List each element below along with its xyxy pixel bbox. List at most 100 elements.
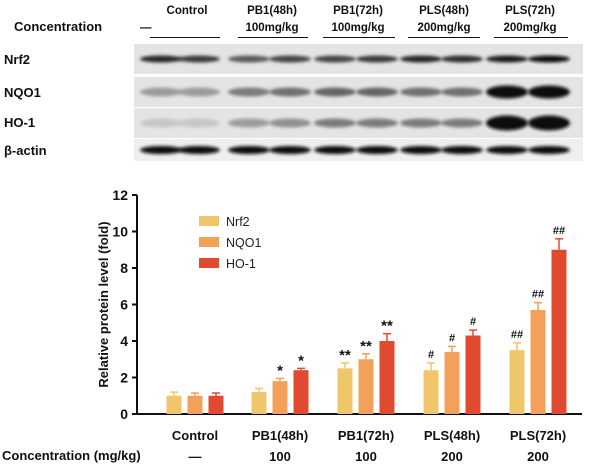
blot-band [441, 87, 483, 97]
blot-band [486, 85, 528, 99]
bar-nrf2 [251, 392, 267, 414]
blot-band [400, 87, 442, 97]
significance-label: # [449, 332, 455, 344]
bar-nqo1 [187, 395, 203, 414]
blot-band [228, 55, 270, 63]
significance-label: ** [360, 338, 372, 355]
blot-band [528, 55, 570, 63]
blot-group-underline [494, 37, 568, 38]
significance-label: ## [511, 329, 523, 341]
x-dose-label: 200 [527, 449, 549, 464]
y-tick-label: 4 [120, 333, 128, 349]
x-concentration-row-label: Concentration (mg/kg) [2, 448, 141, 463]
significance-label: ** [339, 347, 351, 364]
blot-band [356, 55, 398, 63]
blot-row-label-beta-actin: β-actin [4, 143, 47, 158]
x-dose-label: 200 [441, 449, 463, 464]
bar-nrf2 [337, 368, 353, 414]
bar-ho-1 [293, 370, 309, 414]
significance-label: * [298, 352, 304, 369]
blot-band [140, 87, 182, 97]
blot-band [269, 55, 311, 63]
blot-group-pb1-72: PB1(72h) [333, 5, 383, 17]
x-category-label: PB1(48h) [252, 428, 308, 443]
significance-label: ## [532, 289, 544, 301]
western-blot-image [134, 44, 583, 161]
blot-band [269, 118, 311, 128]
legend-entry: NQO1 [226, 236, 261, 250]
bar-ho-1 [551, 249, 567, 414]
bar-nqo1 [444, 351, 460, 414]
blot-row-label-ho1: HO-1 [4, 115, 36, 130]
legend-entry: HO-1 [226, 257, 256, 271]
blot-band [356, 87, 398, 97]
significance-label: ## [553, 225, 565, 237]
blot-band [269, 87, 311, 97]
blot-band [140, 55, 182, 63]
blot-band [528, 85, 570, 99]
blot-band [441, 55, 483, 63]
legend-swatch [199, 237, 219, 247]
blot-band [400, 146, 442, 154]
blot-group-underline [238, 37, 308, 38]
blot-band [178, 87, 220, 97]
blot-band [356, 118, 398, 128]
blot-band [314, 87, 356, 97]
blot-group-underline [323, 37, 395, 38]
x-category-label: PLS(48h) [424, 428, 480, 443]
blot-band [269, 146, 311, 154]
blot-band [486, 115, 528, 131]
x-category-label: PLS(72h) [510, 428, 566, 443]
y-axis-label: Relative protein level (fold) [96, 221, 111, 387]
blot-band [400, 55, 442, 63]
y-tick-label: 0 [120, 406, 128, 422]
blot-band [314, 146, 356, 154]
x-category-label: PB1(72h) [338, 428, 394, 443]
blot-group-underline [408, 37, 480, 38]
blot-band [400, 118, 442, 128]
x-dose-label: 100 [269, 449, 291, 464]
blot-dose-pls-48: 200mg/kg [417, 22, 471, 34]
x-category-label: Control [172, 428, 218, 443]
blot-dose-pb1-48: 100mg/kg [245, 22, 299, 34]
bar-nqo1 [272, 381, 288, 414]
blot-band [441, 146, 483, 154]
blot-group-underline [150, 37, 220, 38]
y-tick-label: 6 [120, 297, 128, 313]
blot-dose-pls-72: 200mg/kg [503, 22, 557, 34]
x-dose-label: — [189, 449, 202, 464]
blot-band [314, 118, 356, 128]
bar-nrf2 [423, 370, 439, 414]
blot-band [314, 55, 356, 63]
bar-ho-1 [208, 395, 224, 414]
bar-nqo1 [530, 309, 546, 414]
blot-band [140, 118, 182, 128]
blot-band [441, 118, 483, 128]
blot-row-label-nrf2: Nrf2 [4, 52, 31, 67]
significance-label: * [277, 362, 283, 379]
blot-band [528, 146, 570, 154]
bar-nrf2 [166, 395, 182, 414]
blot-band [356, 146, 398, 154]
blot-group-pls-72: PLS(72h) [505, 5, 555, 17]
blot-group-pls-48: PLS(48h) [419, 5, 469, 17]
significance-label: # [428, 349, 434, 361]
blot-band [228, 118, 270, 128]
legend-swatch [199, 258, 219, 268]
blot-concentration-label: Concentration [14, 19, 103, 34]
blot-band [140, 146, 182, 154]
blot-group-pb1-48: PB1(48h) [247, 5, 297, 17]
x-dose-label: 100 [355, 449, 377, 464]
blot-band [228, 146, 270, 154]
blot-band [486, 146, 528, 154]
legend-swatch [199, 216, 219, 226]
bar-ho-1 [465, 335, 481, 414]
y-tick-label: 12 [112, 187, 128, 203]
bar-nrf2 [509, 350, 525, 414]
y-tick-label: 2 [120, 370, 128, 386]
blot-row-label-nqo1: NQO1 [4, 85, 41, 100]
significance-label: ** [381, 318, 393, 335]
blot-band [178, 118, 220, 128]
blot-dose-pb1-72: 100mg/kg [331, 22, 385, 34]
